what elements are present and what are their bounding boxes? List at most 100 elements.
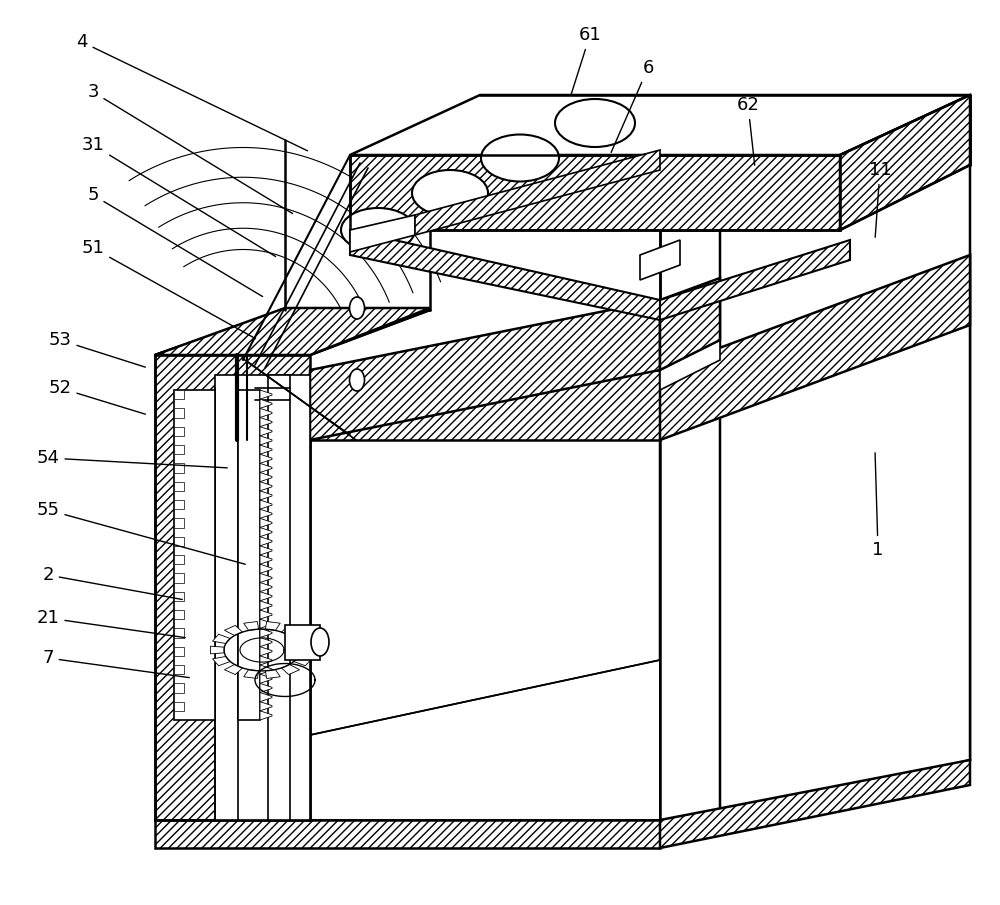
Polygon shape	[213, 656, 230, 666]
Text: 54: 54	[36, 449, 227, 468]
Polygon shape	[260, 491, 272, 500]
Polygon shape	[350, 155, 840, 230]
Polygon shape	[260, 454, 272, 463]
Polygon shape	[155, 310, 430, 355]
Text: 21: 21	[37, 609, 185, 638]
Polygon shape	[174, 647, 184, 656]
Text: 52: 52	[48, 379, 145, 414]
Polygon shape	[260, 436, 272, 445]
Polygon shape	[244, 622, 259, 631]
Polygon shape	[260, 463, 272, 472]
Ellipse shape	[412, 170, 488, 216]
Polygon shape	[260, 674, 272, 683]
Polygon shape	[285, 625, 320, 660]
Polygon shape	[660, 255, 970, 820]
Polygon shape	[174, 701, 184, 710]
Polygon shape	[260, 574, 272, 583]
Polygon shape	[260, 628, 272, 637]
Polygon shape	[174, 481, 184, 491]
Polygon shape	[174, 445, 184, 454]
Polygon shape	[224, 625, 243, 635]
Polygon shape	[310, 370, 660, 440]
Polygon shape	[155, 355, 310, 820]
Text: 1: 1	[872, 452, 884, 559]
Polygon shape	[660, 150, 970, 230]
Text: 6: 6	[611, 59, 654, 152]
Polygon shape	[260, 472, 272, 481]
Polygon shape	[350, 95, 970, 155]
Polygon shape	[260, 500, 272, 510]
Text: 51: 51	[82, 239, 256, 338]
Polygon shape	[213, 634, 230, 643]
Ellipse shape	[555, 99, 635, 147]
Polygon shape	[265, 622, 280, 631]
Polygon shape	[174, 426, 184, 436]
Polygon shape	[260, 537, 272, 546]
Polygon shape	[660, 240, 850, 320]
Polygon shape	[260, 510, 272, 519]
Polygon shape	[310, 660, 660, 820]
Text: 4: 4	[76, 33, 308, 151]
Polygon shape	[174, 628, 184, 637]
Polygon shape	[268, 375, 290, 820]
Text: 5: 5	[87, 186, 263, 297]
Text: 2: 2	[42, 566, 182, 599]
Polygon shape	[174, 555, 184, 564]
Ellipse shape	[350, 369, 364, 391]
Polygon shape	[640, 240, 680, 280]
Polygon shape	[300, 646, 314, 653]
Polygon shape	[260, 647, 272, 656]
Text: 55: 55	[36, 501, 245, 564]
Polygon shape	[350, 215, 415, 252]
Ellipse shape	[341, 208, 415, 252]
Polygon shape	[350, 230, 660, 320]
Polygon shape	[174, 574, 184, 583]
Polygon shape	[215, 375, 310, 820]
Text: 3: 3	[87, 83, 293, 214]
Polygon shape	[260, 564, 272, 574]
Polygon shape	[260, 656, 272, 665]
Text: 7: 7	[42, 649, 189, 678]
Polygon shape	[174, 390, 215, 720]
Polygon shape	[260, 417, 272, 426]
Polygon shape	[260, 445, 272, 454]
Polygon shape	[210, 646, 224, 653]
Polygon shape	[260, 528, 272, 537]
Polygon shape	[174, 537, 184, 546]
Polygon shape	[660, 230, 720, 820]
Polygon shape	[244, 670, 259, 679]
Polygon shape	[660, 278, 720, 370]
Polygon shape	[281, 664, 300, 674]
Polygon shape	[155, 308, 430, 355]
Polygon shape	[260, 426, 272, 436]
Polygon shape	[310, 300, 660, 440]
Polygon shape	[260, 610, 272, 619]
Polygon shape	[238, 390, 260, 720]
Polygon shape	[174, 665, 184, 674]
Polygon shape	[260, 555, 272, 564]
Polygon shape	[281, 625, 300, 635]
Polygon shape	[260, 546, 272, 555]
Polygon shape	[174, 408, 184, 417]
Polygon shape	[660, 760, 970, 848]
Polygon shape	[720, 150, 970, 820]
Polygon shape	[415, 150, 660, 235]
Polygon shape	[224, 664, 243, 674]
Polygon shape	[260, 665, 272, 674]
Polygon shape	[174, 519, 184, 528]
Polygon shape	[260, 408, 272, 417]
Polygon shape	[260, 692, 272, 701]
Polygon shape	[174, 463, 184, 472]
Polygon shape	[294, 656, 311, 666]
Text: 31: 31	[82, 136, 276, 256]
Polygon shape	[260, 701, 272, 710]
Polygon shape	[260, 583, 272, 592]
Text: 61: 61	[571, 26, 601, 95]
Ellipse shape	[311, 628, 329, 656]
Polygon shape	[174, 683, 184, 692]
Polygon shape	[265, 670, 280, 679]
Polygon shape	[260, 619, 272, 628]
Polygon shape	[260, 683, 272, 692]
Polygon shape	[260, 519, 272, 528]
Polygon shape	[174, 592, 184, 601]
